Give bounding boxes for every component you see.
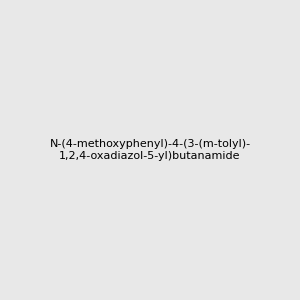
Text: N-(4-methoxyphenyl)-4-(3-(m-tolyl)-
1,2,4-oxadiazol-5-yl)butanamide: N-(4-methoxyphenyl)-4-(3-(m-tolyl)- 1,2,… [50,139,250,161]
